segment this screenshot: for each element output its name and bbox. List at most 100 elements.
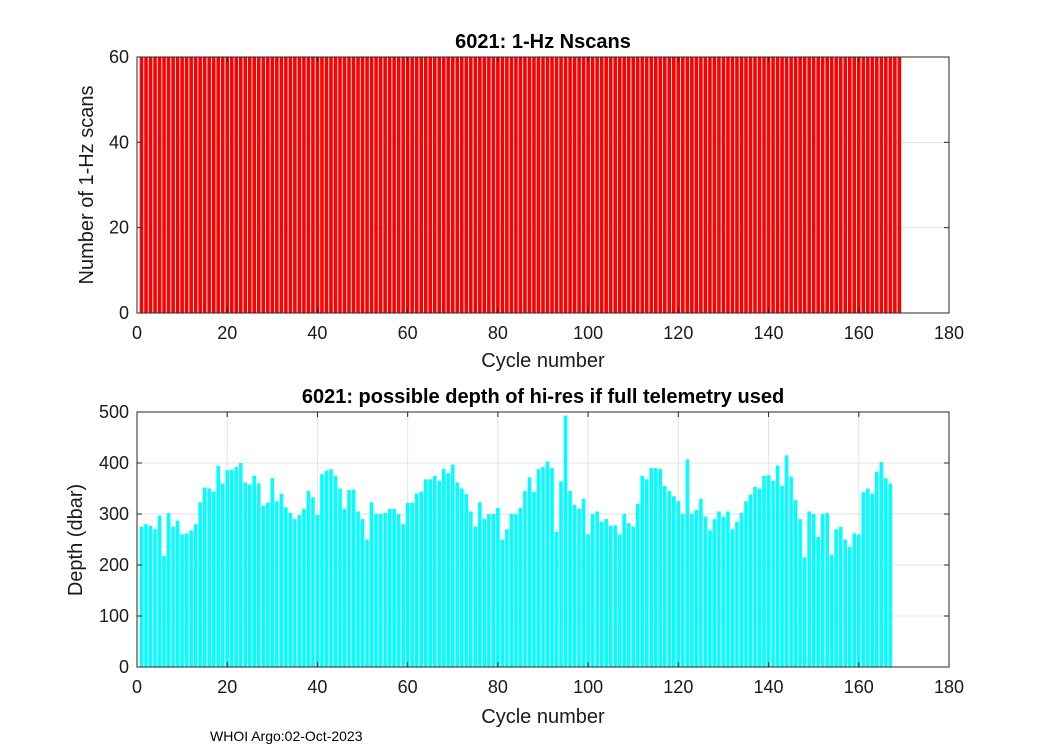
depth-bar-38 — [306, 491, 311, 667]
depth-bar-125 — [699, 498, 703, 667]
depth-bar-98 — [577, 508, 581, 667]
nscans-bar-106 — [613, 57, 617, 313]
nscans-bar-104 — [604, 57, 608, 313]
nscans-bar-26 — [252, 57, 257, 313]
depth-bar-56 — [387, 508, 392, 667]
depth-bar-145 — [789, 476, 793, 667]
depth-x-tick-label: 0 — [132, 677, 142, 697]
nscans-bar-88 — [532, 57, 536, 313]
depth-bar-17 — [211, 491, 216, 667]
nscans-bar-7 — [166, 57, 171, 313]
depth-bar-1 — [139, 526, 144, 667]
depth-bar-89 — [536, 469, 541, 667]
nscans-bar-96 — [568, 57, 572, 313]
depth-bar-151 — [816, 536, 820, 667]
depth-bar-120 — [676, 501, 681, 667]
nscans-bar-109 — [626, 57, 631, 313]
nscans-bar-150 — [811, 57, 816, 313]
nscans-bar-76 — [478, 57, 482, 313]
depth-bar-90 — [541, 467, 545, 667]
depth-bar-53 — [374, 514, 378, 667]
nscans-bar-24 — [243, 57, 248, 313]
depth-bar-47 — [347, 490, 351, 667]
depth-bar-15 — [202, 487, 207, 667]
nscans-bar-118 — [667, 57, 672, 313]
depth-bar-74 — [469, 511, 473, 667]
nscans-bar-13 — [193, 57, 198, 313]
nscans-bar-65 — [428, 57, 433, 313]
nscans-bar-128 — [712, 57, 717, 313]
depth-bar-34 — [288, 512, 293, 667]
depth-bar-58 — [396, 514, 401, 667]
nscans-bar-53 — [374, 57, 378, 313]
nscans-bar-56 — [387, 57, 392, 313]
depth-y-tick-label: 0 — [119, 657, 129, 677]
nscans-bar-20 — [225, 57, 230, 313]
depth-x-tick-label: 140 — [754, 677, 784, 697]
depth-bar-91 — [545, 461, 550, 667]
nscans-bar-156 — [838, 57, 843, 313]
depth-bar-45 — [338, 488, 342, 667]
nscans-bar-11 — [184, 57, 189, 313]
nscans-x-tick-label: 80 — [488, 323, 508, 343]
nscans-bar-57 — [392, 57, 396, 313]
depth-bar-144 — [784, 455, 789, 667]
depth-bar-112 — [640, 475, 645, 667]
nscans-bar-120 — [676, 57, 681, 313]
nscans-bar-152 — [820, 57, 825, 313]
nscans-bar-30 — [270, 57, 275, 313]
depth-bar-138 — [757, 488, 762, 667]
nscans-bar-116 — [658, 57, 663, 313]
nscans-bar-89 — [536, 57, 541, 313]
nscans-bar-48 — [351, 57, 356, 313]
depth-bar-128 — [712, 519, 717, 667]
nscans-bar-113 — [644, 57, 649, 313]
depth-bar-55 — [383, 512, 387, 667]
depth-bar-123 — [690, 514, 694, 667]
depth-y-label: Depth (dbar) — [65, 484, 87, 596]
depth-axes-box — [136, 411, 950, 668]
depth-bar-63 — [419, 491, 424, 667]
depth-x-tick-label: 120 — [663, 677, 693, 697]
nscans-x-tick-label: 140 — [754, 323, 784, 343]
nscans-bar-66 — [432, 57, 437, 313]
nscans-bar-33 — [284, 57, 288, 313]
depth-bar-77 — [482, 519, 487, 667]
depth-bar-82 — [505, 529, 509, 667]
depth-bar-137 — [753, 486, 757, 667]
depth-bar-50 — [360, 519, 365, 667]
depth-bar-155 — [834, 529, 839, 667]
nscans-bar-108 — [622, 57, 627, 313]
nscans-bar-127 — [708, 57, 712, 313]
depth-bar-101 — [590, 514, 595, 667]
depth-bar-100 — [586, 534, 590, 667]
depth-bar-131 — [726, 511, 730, 667]
depth-bar-81 — [500, 539, 505, 667]
depth-x-tick-label: 80 — [488, 677, 508, 697]
nscans-bar-107 — [617, 57, 622, 313]
depth-bar-28 — [261, 505, 266, 667]
nscans-bar-144 — [784, 57, 789, 313]
nscans-bar-160 — [856, 57, 861, 313]
nscans-bar-37 — [302, 57, 306, 313]
nscans-bar-43 — [329, 57, 333, 313]
nscans-bar-82 — [505, 57, 509, 313]
depth-x-tick-label: 60 — [398, 677, 418, 697]
nscans-bar-161 — [861, 57, 866, 313]
depth-bar-106 — [613, 525, 617, 667]
depth-bars — [139, 415, 893, 667]
nscans-bar-137 — [753, 57, 757, 313]
depth-bar-127 — [708, 530, 712, 667]
nscans-bar-28 — [261, 57, 266, 313]
nscans-bar-95 — [563, 57, 568, 313]
nscans-bar-135 — [744, 57, 748, 313]
depth-bar-153 — [825, 512, 830, 667]
depth-bar-113 — [644, 479, 649, 667]
nscans-bar-133 — [735, 57, 739, 313]
nscans-bar-142 — [775, 57, 780, 313]
depth-bar-84 — [514, 514, 518, 667]
nscans-bar-29 — [266, 57, 270, 313]
nscans-bar-166 — [884, 57, 888, 313]
depth-bar-10 — [180, 534, 184, 667]
